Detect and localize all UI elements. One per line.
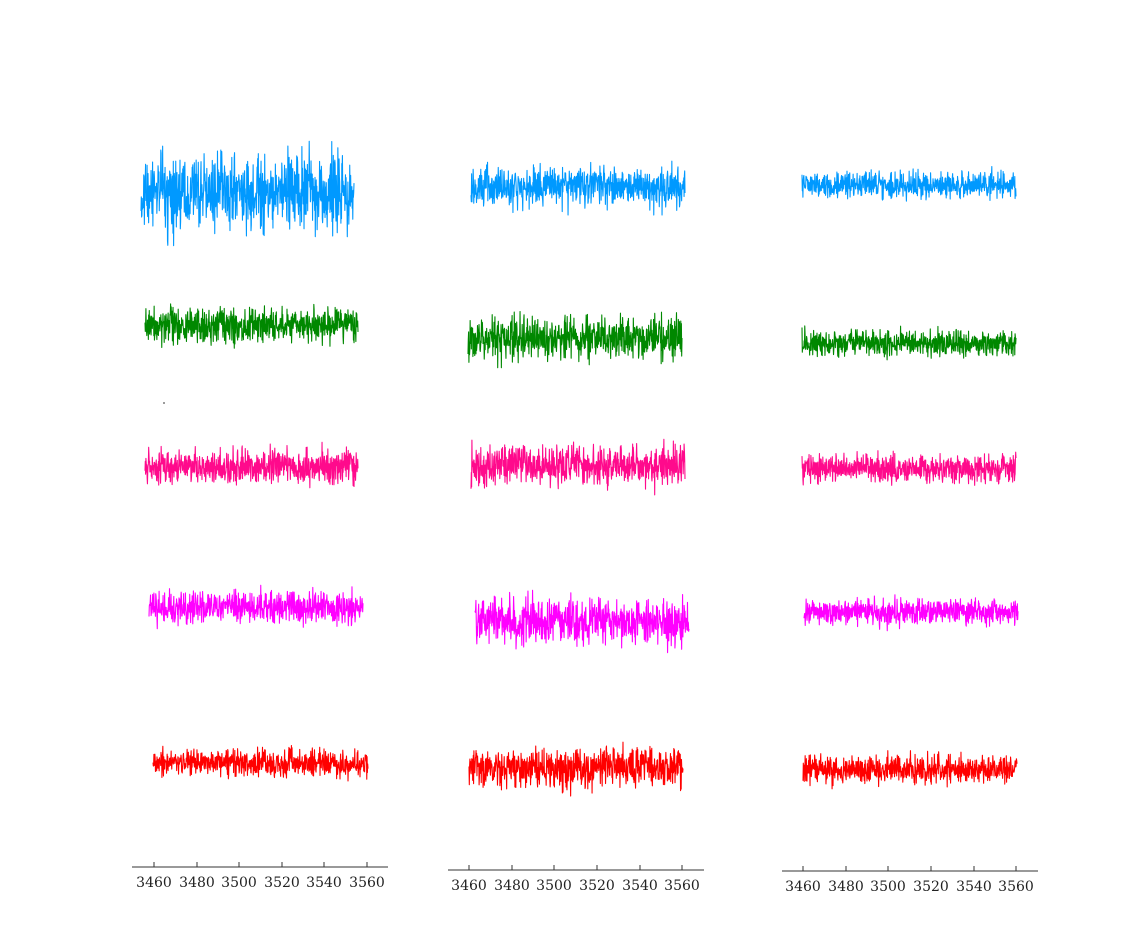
x-tick-label: 3540	[956, 879, 992, 895]
trace-panel3-row4	[803, 594, 1019, 632]
trace-panel1-row5	[152, 745, 369, 782]
x-tick-label: 3560	[998, 879, 1034, 895]
trace-panel1-row4	[148, 584, 364, 630]
panel-2: 3460 3480 3500 3520 3540 3560	[448, 160, 704, 894]
x-tick-label: 3540	[306, 875, 342, 891]
x-tick-label: 3480	[494, 878, 530, 894]
x-tick-label: 3480	[179, 875, 215, 891]
trace-panel3-row2	[801, 325, 1017, 361]
trace-panel3-row1	[801, 166, 1017, 202]
x-tick-label: 3520	[264, 875, 300, 891]
x-tick-label: 3460	[451, 878, 487, 894]
trace-panel1-row2	[144, 303, 359, 349]
trace-panel1-row3	[144, 441, 359, 489]
x-tick-label: 3460	[785, 879, 821, 895]
trace-panel2-row1	[470, 160, 686, 216]
trace-panel2-row4	[474, 589, 690, 654]
stray-point	[163, 402, 165, 404]
x-tick-label: 3500	[870, 879, 906, 895]
trace-panel1-row1	[140, 140, 355, 247]
x-tick-label: 3520	[579, 878, 615, 894]
trace-panel3-row3	[801, 450, 1017, 486]
panel-3: 3460 3480 3500 3520 3540 3560	[782, 166, 1038, 895]
trace-panel2-row2	[467, 310, 683, 369]
trace-panel2-row3	[470, 438, 686, 496]
x-tick-label: 3520	[913, 879, 949, 895]
trace-panel3-row5	[802, 750, 1018, 790]
x-tick-label: 3500	[536, 878, 572, 894]
x-tick-label: 3460	[136, 875, 172, 891]
x-tick-label: 3480	[828, 879, 864, 895]
trace-panel2-row5	[468, 741, 684, 797]
panel-1: 3460 3480 3500 3520 3540 3560	[132, 140, 388, 891]
x-tick-label: 3500	[221, 875, 257, 891]
x-tick-label: 3560	[349, 875, 385, 891]
x-tick-label: 3540	[622, 878, 658, 894]
x-tick-label: 3560	[664, 878, 700, 894]
